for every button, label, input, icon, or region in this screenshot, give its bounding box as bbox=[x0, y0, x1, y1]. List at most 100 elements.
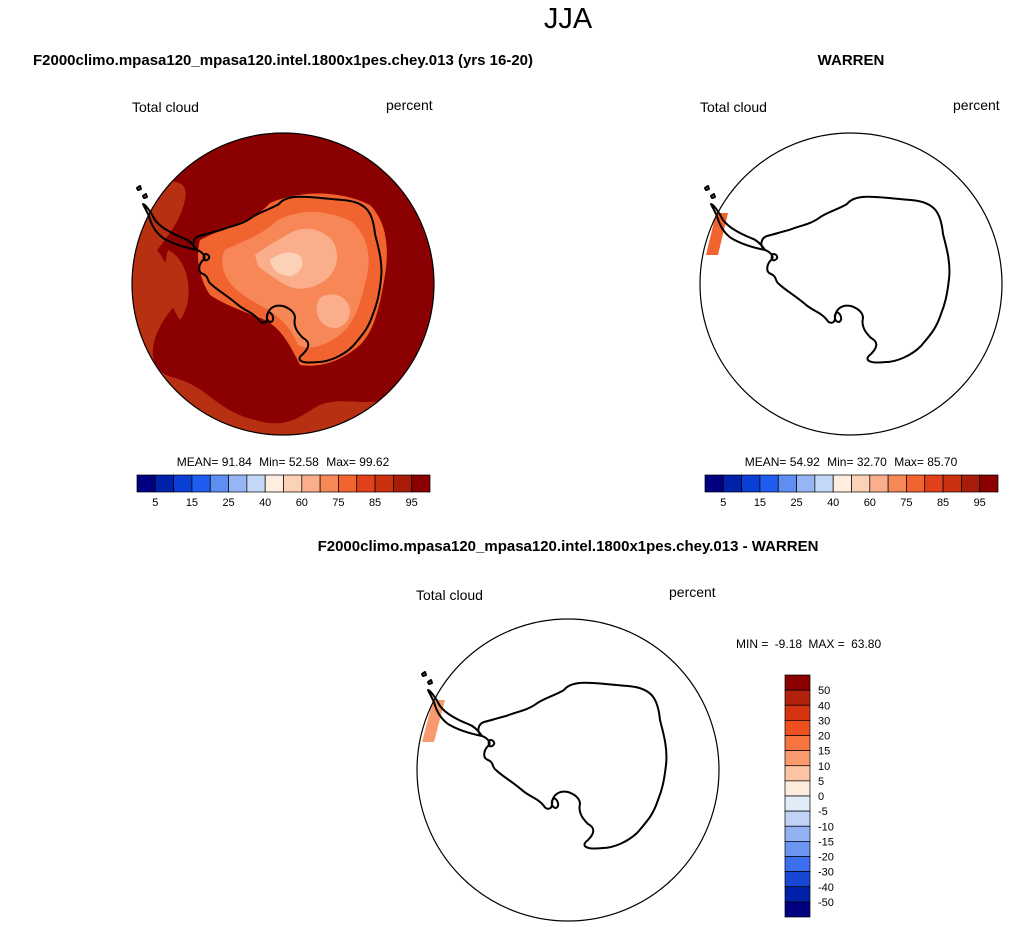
colorbar-swatch bbox=[784, 886, 811, 903]
panel-obs-variable-label: Total cloud bbox=[700, 99, 767, 115]
colorbar-swatch bbox=[979, 474, 999, 493]
panel-diff-units-label: percent bbox=[669, 584, 716, 600]
colorbar-swatch bbox=[784, 825, 811, 842]
colorbar-tick-label: 50 bbox=[818, 685, 830, 697]
colorbar-swatch bbox=[374, 474, 394, 493]
colorbar-swatch bbox=[154, 474, 174, 493]
colorbar-tick-label: -40 bbox=[818, 882, 834, 894]
panel-model-variable-label: Total cloud bbox=[132, 99, 199, 115]
colorbar-swatch bbox=[924, 474, 944, 493]
colorbar-tick-label: 60 bbox=[864, 497, 876, 509]
colorbar-swatch bbox=[784, 871, 811, 888]
colorbar-tick-label: 15 bbox=[818, 746, 830, 758]
colorbar-tick-label: 5 bbox=[152, 497, 158, 509]
page-title: JJA bbox=[544, 3, 593, 35]
colorbar-swatch bbox=[246, 474, 266, 493]
colorbar-tick-label: -10 bbox=[818, 821, 834, 833]
panel-model-colorbar: 5 15 25 40 60 75 85 95 bbox=[136, 474, 431, 509]
colorbar-tick-label: 15 bbox=[754, 497, 766, 509]
colorbar-swatch bbox=[869, 474, 889, 493]
colorbar-swatch bbox=[722, 474, 742, 493]
model-field-antarctic-interior bbox=[198, 193, 387, 366]
colorbar-tick-label: 75 bbox=[332, 497, 344, 509]
colorbar-tick-label: 85 bbox=[369, 497, 381, 509]
colorbar-tick-label: 40 bbox=[259, 497, 271, 509]
panel-diff-map bbox=[416, 618, 720, 922]
panel-model: F2000climo.mpasa120_mpasa120.intel.1800x… bbox=[33, 52, 533, 509]
colorbar-swatch bbox=[906, 474, 926, 493]
colorbar-swatch bbox=[704, 474, 724, 493]
colorbar-tick-label: 15 bbox=[186, 497, 198, 509]
colorbar-swatch bbox=[136, 474, 156, 493]
colorbar-swatch bbox=[173, 474, 193, 493]
colorbar-swatch bbox=[784, 901, 811, 918]
colorbar-swatch bbox=[784, 674, 811, 691]
colorbar-swatch bbox=[283, 474, 303, 493]
colorbar-swatch bbox=[832, 474, 852, 493]
colorbar-swatch bbox=[796, 474, 816, 493]
colorbar-tick-label: 95 bbox=[406, 497, 418, 509]
colorbar-tick-label: -50 bbox=[818, 897, 834, 909]
colorbar-swatch bbox=[784, 795, 811, 812]
colorbar-swatch bbox=[961, 474, 981, 493]
diff-field-peninsula-strip bbox=[422, 700, 445, 742]
colorbar-swatch bbox=[356, 474, 376, 493]
colorbar-swatch bbox=[784, 765, 811, 782]
colorbar-tick-label: 25 bbox=[222, 497, 234, 509]
colorbar-tick-label: 5 bbox=[818, 776, 824, 788]
panel-obs: WARREN Total cloud percent MEAN= 54.92 M… bbox=[699, 52, 1003, 509]
colorbar-tick-label: -20 bbox=[818, 852, 834, 864]
colorbar-swatch bbox=[814, 474, 834, 493]
panel-obs-map bbox=[699, 132, 1003, 436]
colorbar-swatch bbox=[411, 474, 431, 493]
colorbar-tick-label: 85 bbox=[937, 497, 949, 509]
colorbar-tick-label: -15 bbox=[818, 836, 834, 848]
colorbar-swatch bbox=[777, 474, 797, 493]
colorbar-swatch bbox=[784, 841, 811, 857]
colorbar-tick-label: 40 bbox=[818, 700, 830, 712]
panel-model-heading: F2000climo.mpasa120_mpasa120.intel.1800x… bbox=[33, 52, 533, 69]
colorbar-swatch bbox=[784, 856, 811, 872]
panel-obs-stats: MEAN= 54.92 Min= 32.70 Max= 85.70 bbox=[745, 455, 958, 469]
colorbar-swatch bbox=[784, 735, 811, 751]
colorbar-swatch bbox=[759, 474, 779, 493]
colorbar-tick-label: 5 bbox=[720, 497, 726, 509]
panel-obs-units-label: percent bbox=[953, 97, 1000, 113]
panel-diff-minmax: MIN = -9.18 MAX = 63.80 bbox=[736, 637, 881, 651]
panel-model-map bbox=[131, 132, 435, 436]
colorbar-swatch bbox=[393, 474, 413, 493]
colorbar-swatch bbox=[784, 780, 811, 797]
colorbar-swatch bbox=[741, 474, 761, 493]
colorbar-swatch bbox=[851, 474, 871, 493]
panel-obs-colorbar: 5 15 25 40 60 75 85 95 bbox=[704, 474, 999, 509]
colorbar-swatch bbox=[887, 474, 907, 493]
panel-diff-heading: F2000climo.mpasa120_mpasa120.intel.1800x… bbox=[318, 538, 819, 555]
colorbar-swatch bbox=[301, 474, 321, 493]
colorbar-tick-label: 0 bbox=[818, 791, 824, 803]
colorbar-swatch bbox=[319, 474, 339, 493]
colorbar-tick-label: 95 bbox=[974, 497, 986, 509]
colorbar-tick-label: 20 bbox=[818, 731, 830, 743]
colorbar-swatch bbox=[784, 810, 811, 827]
colorbar-tick-label: 25 bbox=[790, 497, 802, 509]
colorbar-tick-label: -30 bbox=[818, 867, 834, 879]
colorbar-swatch bbox=[942, 474, 962, 493]
colorbar-swatch bbox=[228, 474, 248, 493]
colorbar-swatch bbox=[191, 474, 211, 493]
obs-field-peninsula-strip bbox=[706, 213, 728, 255]
panel-model-units-label: percent bbox=[386, 97, 433, 113]
colorbar-swatch bbox=[784, 689, 811, 706]
colorbar-tick-label: 40 bbox=[827, 497, 839, 509]
panel-model-stats: MEAN= 91.84 Min= 52.58 Max= 99.62 bbox=[177, 455, 390, 469]
panel-diff: F2000climo.mpasa120_mpasa120.intel.1800x… bbox=[318, 538, 881, 922]
colorbar-swatch bbox=[209, 474, 229, 493]
colorbar-tick-label: 60 bbox=[296, 497, 308, 509]
colorbar-swatch bbox=[784, 704, 811, 721]
panel-diff-variable-label: Total cloud bbox=[416, 587, 483, 603]
colorbar-swatch bbox=[784, 750, 811, 767]
colorbar-tick-label: -5 bbox=[818, 806, 828, 818]
colorbar-swatch bbox=[338, 474, 358, 493]
panel-obs-heading: WARREN bbox=[818, 52, 885, 69]
colorbar-tick-label: 30 bbox=[818, 715, 830, 727]
